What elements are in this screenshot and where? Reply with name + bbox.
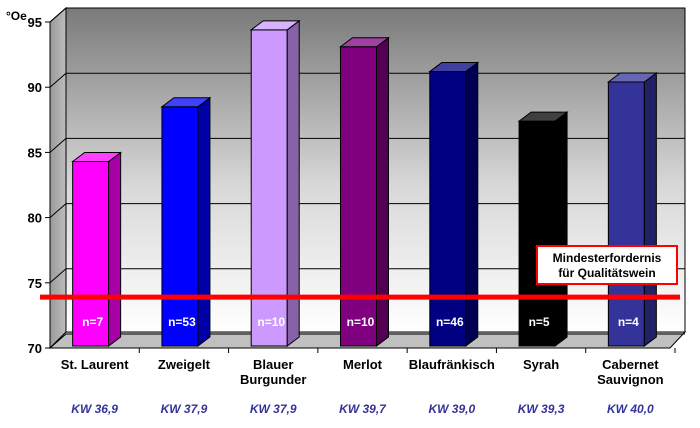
bars: n=7 n=53 n=10 n=10 n=46 n=5 n=4 bbox=[71, 19, 658, 347]
kw-label: KW 37,9 bbox=[161, 402, 208, 416]
bar-top bbox=[71, 152, 123, 163]
bar: n=10 bbox=[339, 36, 390, 347]
bar-side bbox=[376, 36, 389, 347]
bar-side bbox=[465, 61, 479, 347]
bar-top bbox=[428, 62, 480, 73]
kw-label: KW 39,3 bbox=[518, 402, 565, 416]
gridline bbox=[49, 268, 685, 284]
kw-label: KW 39,7 bbox=[339, 402, 387, 416]
reference-line: Mindesterfordernis für Qualitätswein bbox=[40, 245, 680, 300]
gridline bbox=[49, 72, 685, 88]
bar-top bbox=[606, 72, 658, 83]
bar-front bbox=[161, 106, 199, 347]
y-tick-label: 95 bbox=[28, 15, 42, 30]
kw-label: KW 37,9 bbox=[250, 402, 297, 416]
bar-front bbox=[429, 71, 467, 347]
bar-front bbox=[518, 120, 556, 347]
gridlines bbox=[49, 7, 685, 349]
bar-top bbox=[160, 97, 212, 108]
y-axis: 70 75 80 85 90 95 bbox=[28, 15, 51, 356]
bar-top bbox=[249, 20, 301, 31]
bar-n-label: n=10 bbox=[257, 315, 285, 329]
bar-side bbox=[108, 151, 122, 347]
bar-side bbox=[643, 71, 657, 347]
y-tick-label: 85 bbox=[28, 145, 42, 160]
bar-top bbox=[517, 111, 569, 122]
gridline bbox=[49, 137, 685, 153]
y-tick-label: 75 bbox=[28, 276, 42, 291]
bar-front bbox=[72, 161, 110, 347]
bar: n=46 bbox=[428, 61, 480, 347]
x-tick-label: Zweigelt bbox=[158, 357, 211, 372]
bar-n-label: n=7 bbox=[82, 315, 103, 329]
bar: n=53 bbox=[160, 96, 212, 347]
gridline bbox=[49, 7, 685, 23]
x-tick-label: Blauer Burgunder bbox=[240, 357, 306, 387]
bar-top bbox=[339, 37, 390, 48]
bar-n-label: n=5 bbox=[529, 315, 550, 329]
bar-n-label: n=10 bbox=[347, 315, 375, 329]
bar-n-label: n=53 bbox=[168, 315, 196, 329]
gridline bbox=[49, 203, 685, 218]
x-tick-label: Syrah bbox=[523, 357, 559, 372]
bar: n=7 bbox=[71, 151, 123, 347]
bar-front bbox=[340, 46, 377, 347]
x-tick-label: Blaufränkisch bbox=[409, 357, 495, 372]
bar-side bbox=[554, 111, 568, 347]
x-axis: St. Laurent KW 36,9 Zweigelt KW 37,9 Blauer B… bbox=[50, 347, 676, 416]
kw-label: KW 36,9 bbox=[71, 402, 118, 416]
bar-side bbox=[197, 96, 211, 347]
bar: n=4 bbox=[606, 71, 658, 347]
y-unit-label: °Oe bbox=[6, 9, 27, 23]
x-tick-label: Merlot bbox=[343, 357, 383, 372]
x-tick-label: St. Laurent bbox=[61, 357, 130, 372]
kw-label: KW 40,0 bbox=[607, 402, 654, 416]
gridline bbox=[49, 333, 685, 349]
y-tick-label: 70 bbox=[28, 341, 42, 356]
bar: n=5 bbox=[517, 111, 569, 347]
bar-front bbox=[607, 81, 645, 347]
y-tick-label: 90 bbox=[28, 80, 42, 95]
annotation-text: Mindesterfordernis für Qualitätswein bbox=[553, 251, 662, 280]
bar-n-label: n=4 bbox=[618, 315, 639, 329]
annotation-box bbox=[536, 245, 678, 285]
x-tick-label: Cabernet Sauvignon bbox=[597, 357, 664, 387]
y-tick-label: 80 bbox=[28, 211, 42, 226]
bar-front bbox=[250, 29, 288, 347]
bar: n=10 bbox=[249, 19, 301, 347]
kw-label: KW 39,0 bbox=[428, 402, 475, 416]
bar-n-label: n=46 bbox=[436, 315, 464, 329]
